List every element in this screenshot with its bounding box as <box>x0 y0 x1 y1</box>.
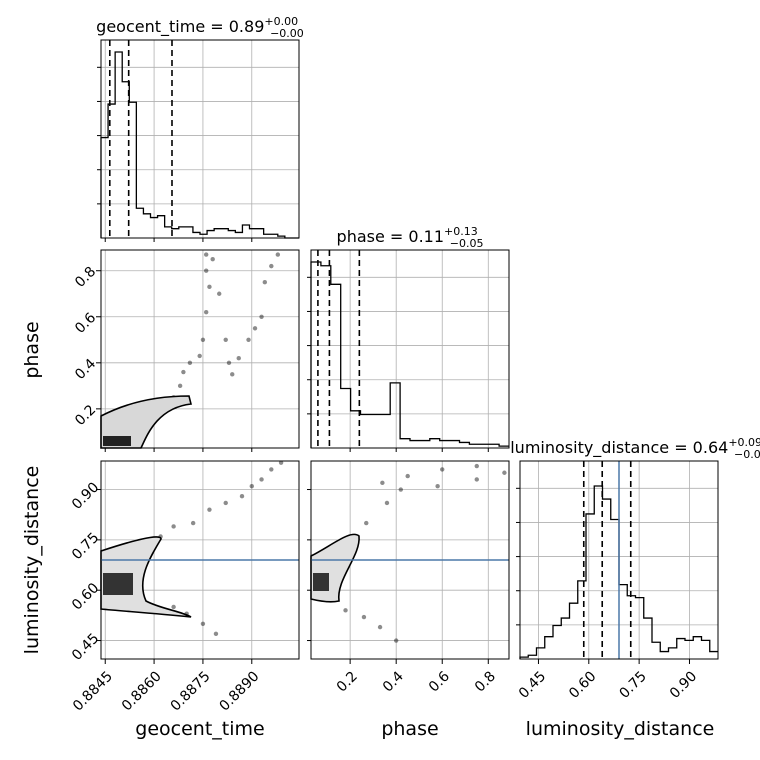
xtick-label-geocent_time-0: 0.8845 <box>70 668 116 714</box>
panel-geocent_time-phase-point-12 <box>207 284 212 290</box>
ytick-label-luminosity_distance-3: 0.90 <box>69 479 102 512</box>
panel-phase-luminosity_distance-point-2 <box>343 608 348 613</box>
panel-geocent_time-luminosity_distance-density-peak <box>103 573 133 595</box>
ylabel-phase: phase <box>21 321 43 378</box>
xtick-label-luminosity_distance-1: 0.60 <box>566 668 599 701</box>
xtick-label-geocent_time-3: 0.8890 <box>217 668 263 714</box>
panel-geocent_time-phase-point-22 <box>252 326 258 331</box>
panel-geocent_time-luminosity_distance-point-19 <box>278 460 284 465</box>
ytick-label-phase-1: 0.4 <box>72 356 99 383</box>
panel-geocent_time-phase-point-26 <box>275 252 281 257</box>
panel-phase-luminosity_distance-density-peak <box>313 573 329 591</box>
panel-phase-luminosity_distance-point-11 <box>405 473 410 479</box>
panel-geocent_time-phase-point-16 <box>217 291 222 296</box>
xtick-label-geocent_time-2: 0.8875 <box>168 668 214 714</box>
hist-phase-title: phase = 0.11+0.13 −0.05 <box>337 225 484 250</box>
panel-geocent_time-phase-point-20 <box>236 356 241 361</box>
panel-phase-luminosity_distance-frame <box>310 460 510 660</box>
panel-geocent_time-luminosity_distance-point-16 <box>249 483 254 489</box>
panel-phase-luminosity_distance-point-12 <box>440 467 445 472</box>
xlabel-geocent_time: geocent_time <box>135 718 264 740</box>
panel-phase-luminosity_distance-point-8 <box>364 520 369 526</box>
panel-geocent_time-luminosity_distance-point-15 <box>239 494 245 499</box>
xlabel-phase: phase <box>381 718 438 740</box>
ylabel-luminosity_distance: luminosity_distance <box>21 466 43 655</box>
panel-geocent_time-phase-point-23 <box>259 314 264 319</box>
panel-phase-luminosity_distance-point-14 <box>502 470 507 475</box>
panel-phase-luminosity_distance-point-3 <box>361 614 367 620</box>
xtick-label-phase-1: 0.4 <box>380 668 407 695</box>
panel-geocent_time-phase-point-18 <box>226 360 232 366</box>
xtick-label-luminosity_distance-3: 0.90 <box>667 668 700 701</box>
panel-geocent_time-luminosity_distance-contour-outer <box>100 536 192 618</box>
panel-geocent_time-phase-frame <box>100 249 300 449</box>
panel-geocent_time-phase-point-17 <box>223 337 228 342</box>
hist-luminosity_distance-title-upper: +0.09 <box>728 436 760 449</box>
panel-geocent_time-luminosity_distance-point-12 <box>190 520 196 526</box>
hist-geocent_time-title: geocent_time = 0.89+0.00 −0.00 <box>96 15 304 40</box>
panel-geocent_time-luminosity_distance-point-4 <box>171 604 176 610</box>
panel-phase-luminosity_distance-point-10 <box>380 480 385 486</box>
hist-luminosity_distance-title: luminosity_distance = 0.64+0.09−0.05 <box>510 436 760 461</box>
xtick-label-phase-0: 0.2 <box>334 668 361 695</box>
panel-geocent_time-phase-point-7 <box>181 369 186 375</box>
panel-phase-luminosity_distance-point-15 <box>474 477 479 482</box>
hist-luminosity_distance-title-lower: −0.05 <box>734 448 760 461</box>
panel-geocent_time-phase-point-21 <box>246 337 251 342</box>
panel-phase-luminosity_distance-contour-outer <box>310 533 360 603</box>
panel-geocent_time-phase-point-24 <box>262 280 268 285</box>
panel-geocent_time-phase-point-25 <box>269 263 274 269</box>
hist-phase-frame <box>310 249 510 449</box>
hist-phase-title-value: phase = 0.11 <box>337 227 444 246</box>
panel-geocent_time-phase-contour-outer <box>100 395 192 449</box>
hist-luminosity_distance-frame <box>519 460 719 660</box>
panel-geocent_time-luminosity_distance-frame <box>100 460 300 660</box>
hist-geocent_time-title-lower: −0.00 <box>270 27 304 40</box>
panel-phase-luminosity_distance-point-16 <box>435 483 440 489</box>
panel-geocent_time-luminosity_distance-point-14 <box>223 500 228 506</box>
panel-geocent_time-luminosity_distance-point-17 <box>259 477 264 482</box>
panel-phase-luminosity_distance-point-4 <box>377 624 383 630</box>
xtick-label-phase-3: 0.8 <box>472 668 499 695</box>
panel-geocent_time-phase-point-19 <box>230 372 235 377</box>
hist-geocent_time-title-upper: +0.00 <box>264 15 298 28</box>
panel-geocent_time-phase-density-peak <box>103 436 131 446</box>
panel-phase-luminosity_distance-point-9 <box>384 500 390 506</box>
xlabel-luminosity_distance: luminosity_distance <box>526 718 715 740</box>
panel-geocent_time-phase-point-9 <box>197 353 202 359</box>
panel-geocent_time-phase-point-13 <box>203 268 209 273</box>
xtick-label-phase-2: 0.6 <box>426 668 453 695</box>
panel-geocent_time-phase-point-14 <box>203 252 209 257</box>
panel-geocent_time-luminosity_distance-point-7 <box>213 631 219 637</box>
hist-phase-title-lower: −0.05 <box>450 237 484 250</box>
panel-geocent_time-luminosity_distance-point-6 <box>200 621 206 626</box>
ytick-label-luminosity_distance-0: 0.45 <box>69 630 102 663</box>
ytick-label-phase-0: 0.2 <box>72 402 99 429</box>
panel-geocent_time-phase-point-10 <box>200 337 206 342</box>
ytick-label-phase-3: 0.8 <box>72 264 99 291</box>
panel-phase-luminosity_distance-point-13 <box>474 463 479 469</box>
panel-phase-luminosity_distance-point-5 <box>393 638 399 643</box>
ytick-label-luminosity_distance-1: 0.60 <box>69 580 102 613</box>
hist-phase-title-upper: +0.13 <box>444 225 478 238</box>
ytick-label-phase-2: 0.6 <box>72 310 99 337</box>
panel-geocent_time-phase-point-6 <box>177 383 183 389</box>
xtick-label-luminosity_distance-2: 0.75 <box>617 668 650 701</box>
xtick-label-geocent_time-1: 0.8860 <box>119 668 165 714</box>
hist-luminosity_distance-title-value: luminosity_distance = 0.64 <box>510 438 728 458</box>
hist-geocent_time-steps <box>100 51 299 239</box>
panel-geocent_time-luminosity_distance-point-13 <box>207 507 212 512</box>
panel-phase-luminosity_distance-point-17 <box>398 487 403 492</box>
panel-geocent_time-phase-point-15 <box>210 257 215 262</box>
hist-geocent_time-title-value: geocent_time = 0.89 <box>96 17 264 37</box>
panel-geocent_time-luminosity_distance-point-18 <box>269 467 274 472</box>
panel-geocent_time-phase-point-8 <box>187 360 193 366</box>
ytick-label-luminosity_distance-2: 0.75 <box>69 530 102 563</box>
xtick-label-luminosity_distance-0: 0.45 <box>516 668 549 701</box>
panel-geocent_time-luminosity_distance-point-11 <box>171 524 176 529</box>
hist-geocent_time-frame <box>100 39 300 239</box>
panel-geocent_time-phase-point-11 <box>203 309 209 315</box>
hist-phase-steps <box>310 261 509 448</box>
